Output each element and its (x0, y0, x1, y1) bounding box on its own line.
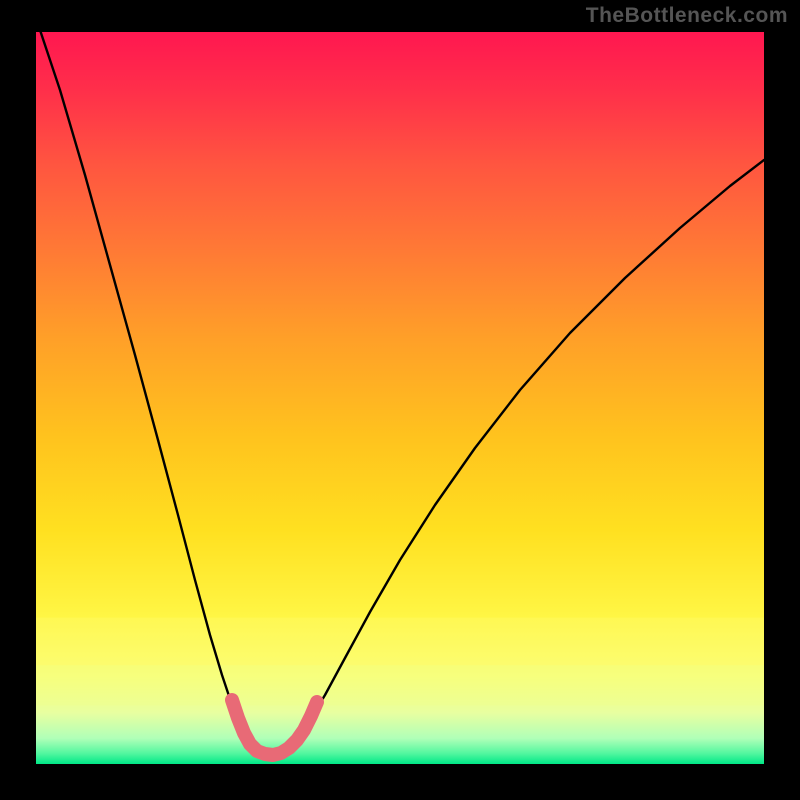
stripe (36, 665, 764, 705)
plot-area (36, 18, 764, 764)
watermark-text: TheBottleneck.com (586, 4, 788, 28)
chart-svg (0, 0, 800, 800)
stripe (36, 618, 764, 666)
chart-container: TheBottleneck.com (0, 0, 800, 800)
bottom-band-stripes (36, 618, 764, 706)
